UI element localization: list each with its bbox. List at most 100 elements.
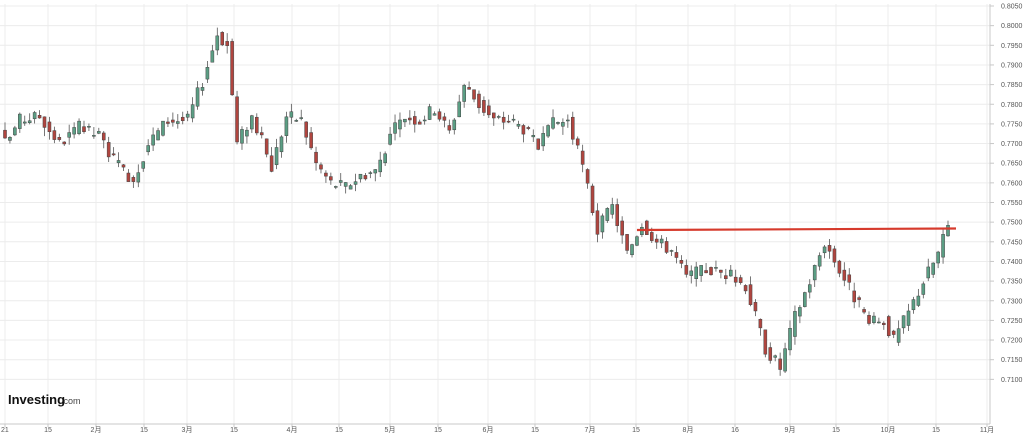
candle-body bbox=[32, 112, 37, 120]
candle bbox=[42, 116, 47, 137]
candle bbox=[472, 89, 476, 103]
candle-body bbox=[42, 116, 47, 128]
candle-body bbox=[827, 245, 832, 252]
logo-brand: Investing bbox=[8, 392, 65, 407]
candle-body bbox=[931, 262, 935, 275]
candle-body bbox=[605, 208, 610, 221]
candle bbox=[590, 183, 595, 216]
candle bbox=[541, 126, 545, 152]
candle bbox=[304, 121, 308, 145]
candle-body bbox=[121, 164, 126, 168]
candle-body bbox=[437, 111, 442, 120]
candle bbox=[709, 266, 713, 276]
x-tick-label: 11月 bbox=[980, 426, 994, 434]
y-tick-label: 0.7600 bbox=[1001, 180, 1023, 187]
candle bbox=[501, 111, 506, 130]
candle-body bbox=[882, 322, 886, 325]
candle-body bbox=[837, 260, 842, 274]
candle bbox=[921, 281, 926, 299]
candle-body bbox=[482, 100, 486, 113]
y-tick-label: 0.7400 bbox=[1001, 259, 1023, 266]
candle-body bbox=[743, 285, 748, 292]
candle bbox=[161, 120, 165, 137]
candle-body bbox=[368, 172, 373, 174]
candle-body bbox=[709, 267, 713, 276]
candle bbox=[131, 175, 136, 188]
candle bbox=[87, 123, 91, 131]
candle bbox=[269, 147, 274, 173]
candle-body bbox=[87, 126, 91, 128]
candle bbox=[195, 81, 200, 110]
candle bbox=[274, 138, 279, 170]
candle bbox=[748, 276, 753, 307]
candle-body bbox=[467, 87, 471, 90]
candle bbox=[817, 252, 822, 271]
candle-body bbox=[185, 113, 190, 118]
candle bbox=[57, 133, 62, 142]
candle bbox=[398, 112, 402, 138]
candle-body bbox=[724, 275, 728, 279]
candle bbox=[413, 110, 417, 133]
candle bbox=[798, 305, 802, 324]
candle bbox=[368, 171, 373, 179]
candle-body bbox=[62, 141, 67, 145]
candle bbox=[47, 116, 52, 140]
candle-body bbox=[111, 153, 116, 156]
candle bbox=[837, 259, 842, 278]
candle bbox=[255, 113, 259, 136]
y-tick-label: 0.7350 bbox=[1001, 279, 1023, 286]
candle-body bbox=[778, 358, 782, 370]
candle-body bbox=[373, 169, 378, 174]
candle bbox=[378, 151, 383, 177]
candle-body bbox=[309, 132, 313, 149]
candle bbox=[906, 303, 911, 332]
candle bbox=[724, 268, 728, 285]
candle bbox=[141, 161, 146, 172]
candle-body bbox=[891, 330, 896, 335]
candle-body bbox=[659, 238, 664, 244]
candle-body bbox=[719, 269, 723, 273]
candle-body bbox=[610, 204, 615, 215]
investing-logo: Investing .com bbox=[8, 392, 81, 407]
candle-body bbox=[511, 118, 516, 121]
candle bbox=[373, 169, 378, 182]
candle bbox=[669, 249, 674, 256]
candle bbox=[699, 265, 703, 282]
candle bbox=[225, 33, 229, 54]
candle bbox=[205, 61, 210, 84]
candle-body bbox=[798, 307, 802, 317]
candle bbox=[408, 110, 412, 125]
candle-body bbox=[803, 292, 807, 307]
candle bbox=[615, 198, 619, 233]
candle bbox=[210, 44, 215, 63]
candle bbox=[8, 136, 12, 144]
candle-body bbox=[363, 175, 368, 180]
candle bbox=[106, 136, 111, 163]
candle bbox=[768, 342, 773, 364]
candle bbox=[620, 216, 624, 244]
candle bbox=[264, 138, 269, 158]
candle-body bbox=[230, 41, 234, 96]
candle-body bbox=[97, 131, 101, 134]
candle-body bbox=[635, 236, 639, 246]
x-tick-label: 15 bbox=[140, 427, 148, 434]
candle-body bbox=[353, 181, 358, 185]
candle bbox=[891, 329, 896, 339]
candle-body bbox=[413, 116, 417, 125]
x-tick-label: 2月 bbox=[91, 426, 102, 434]
candle-body bbox=[294, 120, 299, 122]
candle-body bbox=[422, 119, 427, 122]
candle-body bbox=[166, 121, 170, 124]
candle bbox=[719, 269, 723, 279]
candle bbox=[111, 147, 116, 157]
candle bbox=[314, 146, 318, 171]
y-tick-label: 0.7200 bbox=[1001, 338, 1023, 345]
candle bbox=[166, 117, 170, 128]
candle-body bbox=[822, 246, 827, 254]
candle bbox=[190, 97, 195, 123]
candle-body bbox=[501, 116, 506, 123]
candle bbox=[284, 111, 289, 143]
candle bbox=[566, 114, 570, 128]
candle bbox=[67, 124, 71, 145]
candle-body bbox=[8, 137, 12, 141]
